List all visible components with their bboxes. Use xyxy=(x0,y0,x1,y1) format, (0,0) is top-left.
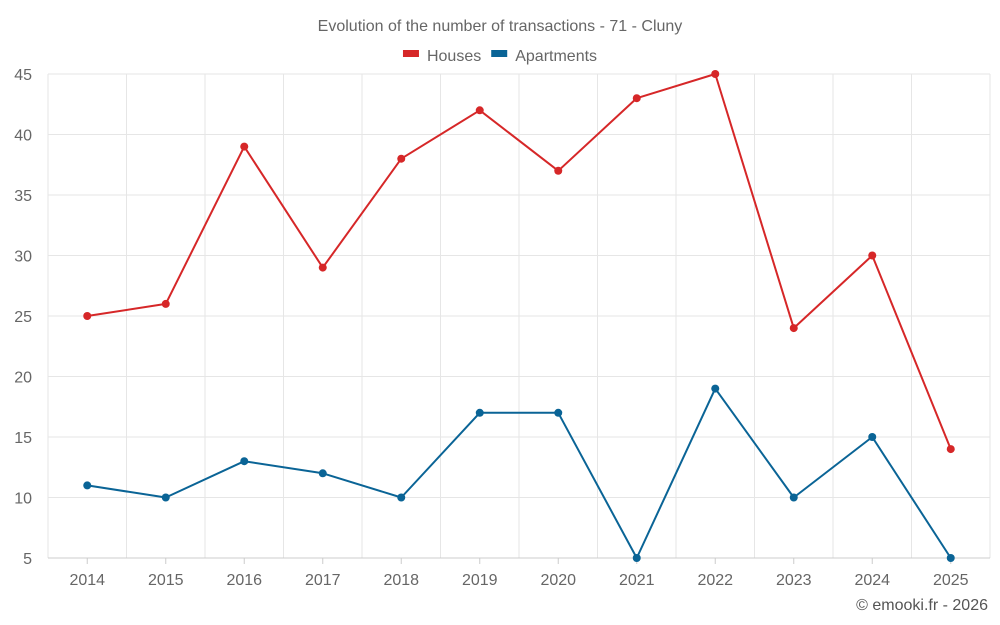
data-point-houses[interactable] xyxy=(318,263,327,272)
y-tick-label: 20 xyxy=(14,370,32,387)
series-line-apartments[interactable] xyxy=(87,387,952,559)
data-point-apartments[interactable] xyxy=(475,408,484,417)
x-axis: 2014 2015 2016 2017 2018 2019 2020 2021 2022 2023… xyxy=(48,557,990,589)
data-point-houses[interactable] xyxy=(83,312,92,320)
y-tick-label: 5 xyxy=(23,551,32,568)
legend-swatch xyxy=(402,50,419,57)
data-point-houses[interactable] xyxy=(868,251,877,260)
data-point-apartments[interactable] xyxy=(868,433,877,441)
data-point-apartments[interactable] xyxy=(240,457,249,466)
y-tick-label: 45 xyxy=(14,67,32,84)
data-point-houses[interactable] xyxy=(161,299,170,308)
grid-lines xyxy=(47,73,991,559)
data-point-apartments[interactable] xyxy=(946,554,955,562)
x-tick-label: 2024 xyxy=(854,572,890,589)
chart-title: Evolution of the number of transactions … xyxy=(318,18,683,35)
data-point-houses[interactable] xyxy=(789,324,798,333)
legend-swatch xyxy=(491,50,508,57)
data-point-houses[interactable] xyxy=(946,445,955,454)
data-point-houses[interactable] xyxy=(397,154,406,163)
x-tick-label: 2018 xyxy=(383,572,419,589)
legend-item-houses[interactable]: Houses xyxy=(402,48,481,65)
data-point-houses[interactable] xyxy=(632,94,641,103)
data-point-houses[interactable] xyxy=(240,142,249,151)
data-point-houses[interactable] xyxy=(554,166,563,175)
x-tick-label: 2023 xyxy=(776,572,812,589)
data-point-apartments[interactable] xyxy=(83,481,92,490)
y-tick-label: 15 xyxy=(14,430,32,447)
x-tick-label: 2019 xyxy=(462,572,498,589)
legend: Houses Apartments xyxy=(402,48,597,65)
x-tick-label: 2016 xyxy=(226,572,262,589)
y-tick-label: 35 xyxy=(14,188,32,205)
credit-text: © emooki.fr - 2026 xyxy=(856,597,988,614)
data-point-apartments[interactable] xyxy=(318,469,327,478)
x-tick-label: 2020 xyxy=(540,572,576,589)
x-tick-label: 2015 xyxy=(148,572,184,589)
data-point-houses[interactable] xyxy=(711,70,720,78)
y-tick-label: 30 xyxy=(14,249,32,266)
y-tick-label: 25 xyxy=(14,309,32,326)
legend-label: Houses xyxy=(427,48,481,65)
legend-item-apartments[interactable]: Apartments xyxy=(491,48,597,65)
y-tick-label: 40 xyxy=(14,128,32,145)
data-point-apartments[interactable] xyxy=(554,408,563,417)
legend-label: Apartments xyxy=(515,48,597,65)
data-point-apartments[interactable] xyxy=(711,384,720,393)
x-tick-label: 2021 xyxy=(619,572,655,589)
series-line-houses[interactable] xyxy=(87,73,952,450)
data-point-apartments[interactable] xyxy=(632,554,641,562)
data-point-apartments[interactable] xyxy=(789,493,798,502)
x-tick-label: 2014 xyxy=(69,572,105,589)
x-tick-label: 2017 xyxy=(305,572,341,589)
x-tick-label: 2025 xyxy=(933,572,969,589)
series-group xyxy=(83,70,955,562)
data-point-apartments[interactable] xyxy=(161,493,170,502)
y-tick-label: 10 xyxy=(14,491,32,508)
data-point-apartments[interactable] xyxy=(397,493,406,502)
data-point-houses[interactable] xyxy=(475,106,484,115)
x-tick-label: 2022 xyxy=(697,572,733,589)
y-axis: 5 10 15 20 25 30 35 40 45 xyxy=(14,67,32,568)
